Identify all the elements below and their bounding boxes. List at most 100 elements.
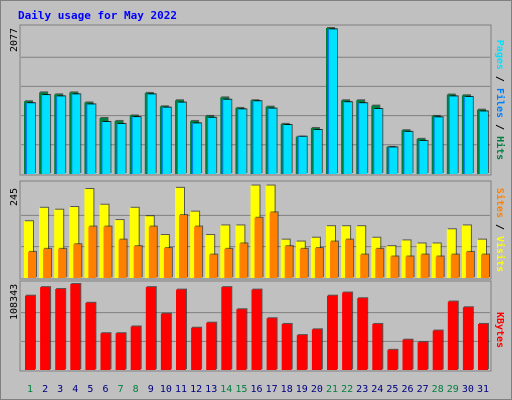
- pages-bar: [404, 131, 413, 174]
- kbytes-bar: [387, 349, 398, 370]
- y-max-label-hits: 2077: [9, 28, 20, 52]
- kbytes-bar: [432, 330, 443, 370]
- x-tick-label: 4: [72, 384, 78, 395]
- pages-bar: [344, 102, 353, 174]
- kbytes-bar: [55, 288, 66, 370]
- visits-bar: [39, 207, 49, 278]
- kbytes-bar: [296, 335, 307, 370]
- pages-bar: [72, 94, 81, 174]
- legend-hits-files-pages-part: /: [494, 118, 505, 136]
- sites-bar: [58, 248, 67, 278]
- pages-bar: [162, 107, 171, 174]
- pages-bar: [253, 101, 262, 174]
- kbytes-bar: [160, 313, 171, 370]
- x-tick-label: 17: [266, 384, 278, 395]
- pages-bar: [147, 94, 156, 174]
- kbytes-bar: [70, 284, 81, 370]
- pages-bar: [329, 29, 337, 174]
- legend-kbytes: KBytes: [494, 312, 505, 348]
- visits-bar: [129, 207, 139, 278]
- sites-bar: [269, 212, 278, 278]
- sites-bar: [314, 248, 323, 278]
- chart-title: Daily usage for May 2022: [18, 9, 177, 22]
- x-tick-label: 26: [401, 384, 413, 395]
- kbytes-bar: [85, 302, 96, 370]
- y-max-label-kbytes: 108343: [9, 284, 20, 320]
- pages-bar: [313, 129, 322, 174]
- sites-bar: [435, 256, 444, 278]
- kbytes-bar: [327, 295, 337, 370]
- pages-bar: [87, 104, 96, 174]
- kbytes-bar: [266, 318, 277, 370]
- sites-bar: [118, 239, 127, 278]
- legend-hits-files-pages-part: Pages: [494, 40, 505, 70]
- legend-sites-visits: Sites / Visits: [494, 188, 506, 272]
- x-tick-label: 20: [311, 384, 323, 395]
- sites-bar: [28, 251, 36, 278]
- sites-bar: [209, 254, 218, 278]
- kbytes-bar: [40, 287, 51, 370]
- sites-bar: [73, 244, 82, 278]
- x-tick-label: 22: [341, 384, 353, 395]
- legend-sites-visits-part: Visits: [494, 236, 506, 272]
- sites-bar: [299, 248, 308, 278]
- sites-bar: [420, 254, 429, 278]
- x-tick-label: 28: [432, 384, 444, 395]
- legend-sites-visits-part: Sites: [494, 188, 506, 218]
- kbytes-bar: [145, 287, 156, 370]
- x-tick-label: 2: [42, 384, 48, 395]
- sites-bar: [390, 256, 399, 278]
- kbytes-bar: [311, 329, 322, 370]
- kbytes-bar: [478, 323, 488, 370]
- x-tick-label: 10: [160, 384, 172, 395]
- pages-bar: [42, 95, 51, 174]
- sites-bar: [345, 239, 354, 278]
- legend-hits-files-pages-part: Hits: [494, 136, 506, 160]
- pages-bar: [389, 147, 398, 174]
- kbytes-bar: [115, 333, 126, 370]
- pages-bar: [27, 103, 35, 174]
- x-tick-label: 19: [296, 384, 308, 395]
- x-tick-label: 11: [175, 384, 187, 395]
- sites-bar: [465, 251, 474, 278]
- sites-bar: [284, 246, 293, 278]
- x-tick-label: 29: [447, 384, 459, 395]
- x-tick-label: 8: [133, 384, 139, 395]
- sites-bar: [375, 248, 384, 278]
- pages-bar: [480, 111, 488, 174]
- sites-bar: [88, 226, 97, 278]
- x-tick-label: 9: [148, 384, 154, 395]
- x-tick-label: 21: [326, 384, 338, 395]
- sites-bar: [133, 246, 142, 278]
- pages-bar: [449, 96, 458, 174]
- x-tick-label: 25: [386, 384, 398, 395]
- kbytes-bar: [447, 301, 458, 370]
- pages-bar: [359, 103, 368, 174]
- x-tick-label: 12: [190, 384, 202, 395]
- sites-bar: [405, 256, 414, 278]
- sites-bar: [194, 226, 203, 278]
- pages-bar: [419, 140, 428, 174]
- kbytes-bar: [191, 327, 202, 370]
- legend-sites-visits-part: /: [494, 218, 505, 236]
- pages-bar: [132, 117, 141, 174]
- pages-bar: [464, 96, 473, 174]
- sites-bar: [254, 217, 263, 278]
- visits-bar: [446, 229, 456, 278]
- sites-bar: [103, 226, 112, 278]
- legend-kbytes-part: KBytes: [494, 312, 505, 348]
- sites-bar: [179, 215, 187, 278]
- x-tick-label: 18: [281, 384, 293, 395]
- x-tick-label: 27: [417, 384, 429, 395]
- legend-hits-files-pages: Pages / Files / Hits: [494, 40, 506, 160]
- sites-bar: [43, 248, 52, 278]
- x-tick-label: 31: [477, 384, 489, 395]
- kbytes-bar: [236, 309, 247, 370]
- kbytes-bar: [342, 292, 353, 370]
- visits-bar: [54, 209, 64, 278]
- sites-bar: [163, 248, 172, 278]
- pages-bar: [238, 109, 247, 174]
- x-tick-label: 23: [356, 384, 368, 395]
- visits-bar: [461, 225, 471, 278]
